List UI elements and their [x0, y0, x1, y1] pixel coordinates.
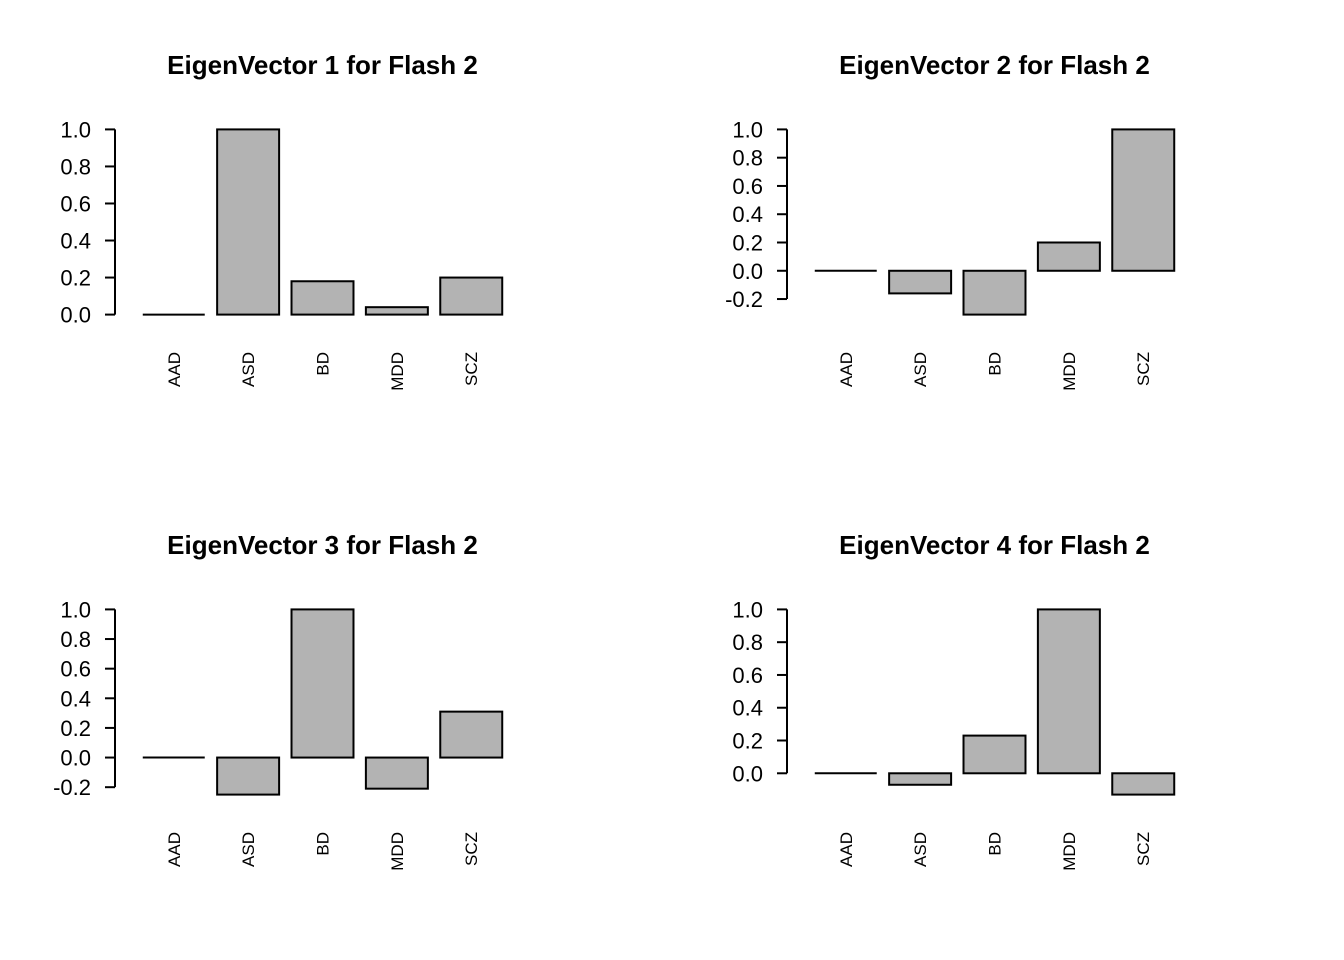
chart-eigenvector-3: EigenVector 3 for Flash 2 -0.2 0.0 0.2 0.4 0…: [0, 480, 672, 960]
chart-eigenvector-1: EigenVector 1 for Flash 2 0.0 0.2 0.4 0.6 0.…: [0, 0, 672, 480]
category-label: BD: [314, 352, 333, 376]
y-tick-label: 0.6: [60, 191, 91, 216]
y-tick-label: 1.0: [732, 117, 763, 142]
category-label: AAD: [165, 832, 184, 867]
y-tick-label: 0.0: [60, 303, 91, 328]
bar: [439, 710, 504, 759]
category-label: AAD: [165, 352, 184, 387]
y-tick-label: -0.2: [53, 775, 91, 800]
y-tick-label: 0.4: [60, 686, 91, 711]
category-label: MDD: [1060, 832, 1079, 871]
category-label: BD: [314, 832, 333, 856]
y-tick-label: 0.8: [60, 627, 91, 652]
category-label: AAD: [837, 352, 856, 387]
bar: [439, 276, 504, 316]
bar: [290, 608, 355, 759]
bar: [888, 269, 953, 295]
y-tick-label: 0.8: [60, 154, 91, 179]
y-tick-label: 0.6: [732, 663, 763, 688]
chart-title: EigenVector 3 for Flash 2: [167, 530, 478, 560]
bar: [216, 756, 281, 796]
y-tick-label: 0.0: [732, 761, 763, 786]
bar: [1111, 128, 1176, 272]
y-tick-label: -0.2: [725, 287, 763, 312]
category-label: BD: [986, 352, 1005, 376]
y-tick-label: 0.0: [60, 746, 91, 771]
y-tick-label: 0.6: [60, 657, 91, 682]
category-label: SCZ: [1134, 832, 1153, 866]
category-label: MDD: [388, 352, 407, 391]
chart-eigenvector-4: EigenVector 4 for Flash 2 0.0 0.2 0.4 0.6 0.…: [672, 480, 1344, 960]
y-tick-label: 0.4: [732, 696, 763, 721]
bar: [1036, 608, 1101, 775]
category-label: MDD: [1060, 352, 1079, 391]
chart-eigenvector-2: EigenVector 2 for Flash 2 -0.2 0.0 0.2 0.4 0…: [672, 0, 1344, 480]
y-tick-label: 0.4: [732, 202, 763, 227]
bar: [962, 269, 1027, 316]
category-label: AAD: [837, 832, 856, 867]
chart-title: EigenVector 2 for Flash 2: [839, 50, 1150, 80]
y-tick-label: 0.2: [732, 230, 763, 255]
bar: [1111, 772, 1176, 796]
category-label: SCZ: [1134, 352, 1153, 386]
barplot-svg: -0.2 0.0 0.2 0.4 0.6 0.8 1.0 AAD ASD BD MDD SCZ: [53, 597, 504, 871]
y-tick-label: 0.0: [732, 259, 763, 284]
y-tick-label: 1.0: [60, 117, 91, 142]
barplot-svg: -0.2 0.0 0.2 0.4 0.6 0.8 1.0 AAD ASD BD MDD SCZ: [725, 117, 1176, 391]
bar: [290, 280, 355, 316]
y-tick-label: 0.6: [732, 174, 763, 199]
barplot-svg: 0.0 0.2 0.4 0.6 0.8 1.0 AAD ASD BD MDD SCZ: [732, 597, 1176, 871]
category-label: SCZ: [462, 832, 481, 866]
category-label: BD: [986, 832, 1005, 856]
y-tick-label: 0.4: [60, 229, 91, 254]
bar: [364, 306, 429, 316]
y-tick-label: 0.2: [60, 716, 91, 741]
chart-title: EigenVector 1 for Flash 2: [167, 50, 478, 80]
category-label: ASD: [239, 352, 258, 387]
y-tick-label: 0.8: [732, 146, 763, 171]
category-label: MDD: [388, 832, 407, 871]
bar: [888, 772, 953, 786]
bar: [962, 734, 1027, 775]
bar: [1036, 241, 1101, 272]
category-label: SCZ: [462, 352, 481, 386]
y-tick-label: 0.8: [732, 630, 763, 655]
category-label: ASD: [911, 832, 930, 867]
bar: [216, 128, 281, 316]
barplot-svg: 0.0 0.2 0.4 0.6 0.8 1.0 AAD ASD BD MDD SCZ: [60, 117, 504, 391]
chart-title: EigenVector 4 for Flash 2: [839, 530, 1150, 560]
bar: [364, 756, 429, 790]
category-label: ASD: [239, 832, 258, 867]
category-label: ASD: [911, 352, 930, 387]
y-tick-label: 1.0: [732, 597, 763, 622]
y-tick-label: 1.0: [60, 597, 91, 622]
y-tick-label: 0.2: [60, 266, 91, 291]
y-tick-label: 0.2: [732, 729, 763, 754]
